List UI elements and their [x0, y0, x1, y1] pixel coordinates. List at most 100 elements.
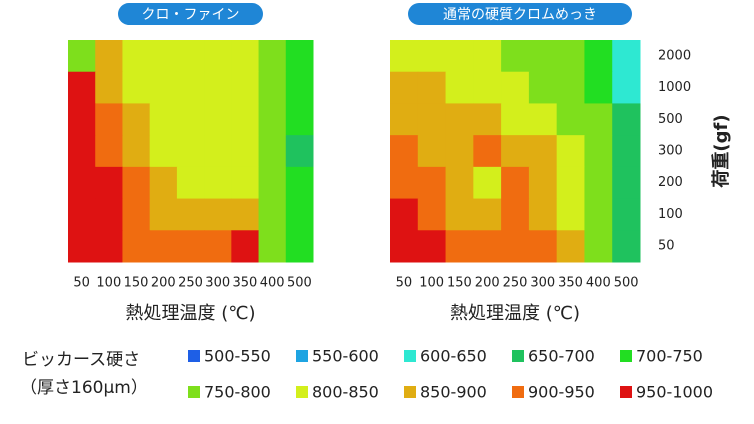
heat-cell: [285, 230, 314, 263]
heat-cell: [176, 230, 205, 263]
legend-label: 900-950: [528, 383, 595, 402]
heat-cell: [176, 103, 205, 136]
heat-cell: [556, 135, 585, 168]
heat-cell: [528, 230, 558, 263]
heat-cell: [149, 166, 178, 200]
x-tick-label: 100: [419, 276, 444, 291]
heat-cell: [258, 40, 287, 73]
x-tick-label: 50: [73, 276, 90, 291]
heat-cell: [95, 230, 123, 263]
heat-cell: [584, 71, 613, 104]
heat-cell: [501, 198, 530, 231]
heat-cell: [176, 71, 205, 104]
heat-cell: [95, 166, 123, 200]
chart-title: 通常の硬質クロムめっき: [443, 7, 597, 23]
x-tick-label: 50: [396, 276, 413, 291]
heat-cell: [417, 71, 447, 104]
heat-cell: [445, 230, 474, 263]
heat-cell: [390, 103, 419, 136]
heat-cell: [612, 230, 641, 263]
heat-cell: [556, 103, 585, 136]
heat-cell: [556, 198, 585, 231]
heat-cell: [231, 71, 260, 104]
legend-label: 650-700: [528, 347, 595, 366]
legend-label: 500-550: [204, 347, 271, 366]
legend-swatch: [296, 350, 308, 362]
x-tick-label: 300: [530, 276, 555, 291]
heat-cell: [231, 135, 260, 168]
heat-cell: [285, 103, 314, 136]
heat-cell: [473, 230, 502, 263]
heat-cell: [445, 71, 474, 104]
legend-label: 600-650: [420, 347, 487, 366]
heat-cell: [501, 40, 530, 73]
heat-cell: [204, 40, 232, 73]
legend-label: 550-600: [312, 347, 379, 366]
heat-cell: [501, 103, 530, 136]
x-axis-title: 熱処理温度 (℃): [126, 303, 256, 324]
heat-cell: [473, 40, 502, 73]
legend-label: 800-850: [312, 383, 379, 402]
heat-cell: [390, 198, 419, 231]
heat-cell: [176, 135, 205, 168]
heat-cell: [612, 71, 641, 104]
heat-cell: [473, 166, 502, 200]
heat-cell: [556, 230, 585, 263]
legend-swatch: [188, 386, 200, 398]
legend-subtitle: （厚さ160μm）: [20, 378, 148, 398]
heat-cell: [68, 230, 96, 263]
legend-title: ビッカース硬さ: [22, 350, 140, 370]
heat-cell: [473, 71, 502, 104]
heat-cell: [122, 71, 151, 104]
heat-cell: [417, 198, 447, 231]
x-tick-label: 500: [287, 276, 312, 291]
heat-cell: [584, 230, 613, 263]
heat-cell: [258, 198, 287, 231]
x-tick-label: 400: [586, 276, 611, 291]
y-tick-label: 50: [658, 239, 675, 254]
legend-label: 950-1000: [636, 383, 713, 402]
legend-label: 700-750: [636, 347, 703, 366]
heat-cell: [95, 40, 123, 73]
y-axis-title: 荷重(gf): [710, 114, 732, 187]
legend-label: 750-800: [204, 383, 271, 402]
heat-cell: [612, 40, 641, 73]
legend-swatch: [296, 386, 308, 398]
heat-cell: [390, 40, 419, 73]
heat-cell: [68, 198, 96, 231]
heat-cell: [612, 166, 641, 200]
heat-cell: [612, 135, 641, 168]
legend-swatch: [620, 386, 632, 398]
heat-cell: [68, 103, 96, 136]
heat-cell: [149, 103, 178, 136]
heat-cell: [122, 198, 151, 231]
y-tick-label: 2000: [658, 48, 691, 63]
heat-cell: [204, 166, 232, 200]
heat-cell: [258, 71, 287, 104]
y-tick-label: 300: [658, 144, 683, 159]
heat-cell: [68, 135, 96, 168]
heat-cell: [176, 40, 205, 73]
legend-swatch: [512, 386, 524, 398]
heat-cell: [612, 198, 641, 231]
heat-cell: [528, 198, 558, 231]
heat-cell: [501, 166, 530, 200]
heat-cell: [445, 135, 474, 168]
heat-cell: [417, 103, 447, 136]
heat-cell: [445, 198, 474, 231]
heat-cell: [528, 135, 558, 168]
heat-cell: [149, 230, 178, 263]
x-tick-label: 300: [205, 276, 230, 291]
heat-cell: [417, 40, 447, 73]
heat-cell: [473, 103, 502, 136]
heat-cell: [473, 135, 502, 168]
legend-swatch: [620, 350, 632, 362]
heat-cell: [584, 40, 613, 73]
heat-cell: [417, 230, 447, 263]
heat-cell: [390, 135, 419, 168]
heat-cell: [204, 198, 232, 231]
heat-cell: [204, 230, 232, 263]
heat-cell: [285, 135, 314, 168]
x-axis-title: 熱処理温度 (℃): [450, 303, 580, 324]
